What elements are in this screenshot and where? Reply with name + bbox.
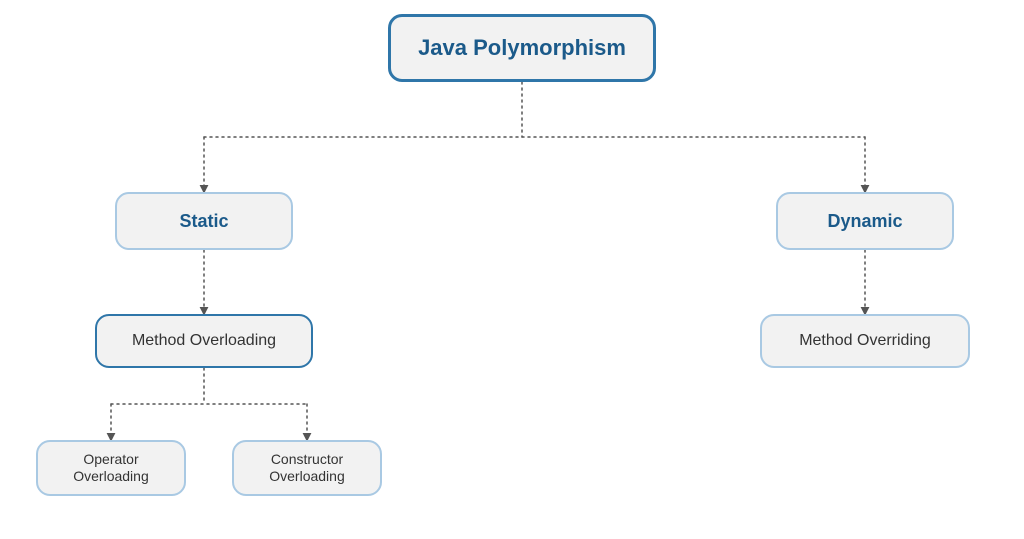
- node-static: Static: [115, 192, 293, 250]
- node-label: Method Overloading: [132, 331, 276, 351]
- node-method-overloading: Method Overloading: [95, 314, 313, 368]
- node-label: Dynamic: [827, 210, 902, 233]
- node-label: Constructor Overloading: [269, 451, 345, 486]
- node-constructor-overloading: Constructor Overloading: [232, 440, 382, 496]
- node-method-overriding: Method Overriding: [760, 314, 970, 368]
- node-label: Static: [179, 210, 228, 233]
- node-label: Operator Overloading: [73, 451, 149, 486]
- node-operator-overloading: Operator Overloading: [36, 440, 186, 496]
- node-label: Method Overriding: [799, 331, 931, 351]
- node-label: Java Polymorphism: [418, 34, 626, 62]
- node-root: Java Polymorphism: [388, 14, 656, 82]
- node-dynamic: Dynamic: [776, 192, 954, 250]
